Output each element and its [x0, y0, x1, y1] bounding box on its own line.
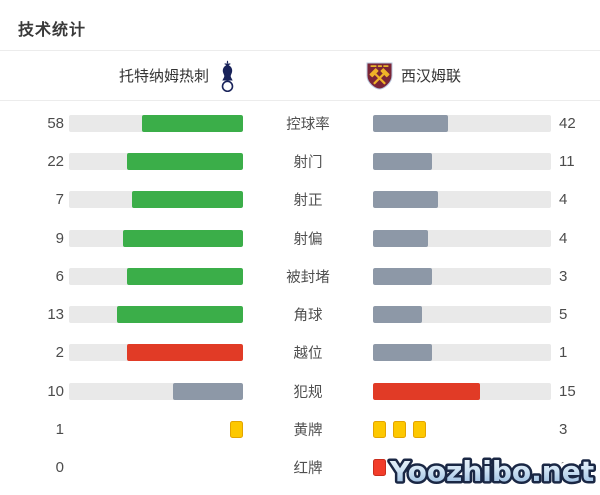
away-value: 5	[559, 306, 568, 324]
home-bar	[69, 191, 243, 209]
away-bar	[373, 114, 551, 132]
away-bar	[373, 459, 551, 477]
away-bar	[373, 306, 551, 324]
stat-label: 射正	[293, 193, 323, 210]
home-value: 10	[47, 382, 64, 400]
home-bar-fill	[132, 191, 243, 209]
yellow-card-icon	[413, 421, 426, 439]
away-bar-fill	[373, 267, 433, 285]
home-bar-fill	[142, 114, 243, 132]
home-bar-fill	[173, 382, 243, 400]
away-value: 42	[559, 114, 576, 132]
yellow-card-icon	[230, 421, 243, 439]
yellow-card-icon	[393, 421, 406, 439]
home-value: 22	[47, 152, 64, 170]
away-bar-fill	[373, 229, 428, 247]
away-team-badge-icon	[366, 62, 393, 90]
watermark-glow-text: Yoozhibo.net	[389, 455, 594, 488]
away-value: 15	[559, 382, 576, 400]
home-bar-fill	[127, 152, 243, 170]
stat-label: 红牌	[293, 461, 323, 478]
home-value: 2	[55, 344, 64, 362]
stat-label: 黄牌	[293, 423, 323, 440]
teams-header: 托特纳姆热刺	[0, 51, 600, 101]
page-title: 技术统计	[18, 22, 87, 39]
home-team-badge-icon	[221, 60, 234, 92]
stat-label: 控球率	[286, 116, 330, 133]
home-bar	[69, 152, 243, 170]
stat-row: 13 角球 5	[0, 295, 600, 333]
away-bar-fill	[373, 344, 433, 362]
away-bar-fill	[373, 114, 448, 132]
away-bar	[373, 421, 551, 439]
stat-row: 10 犯规 15	[0, 372, 600, 410]
stat-label: 射偏	[293, 231, 323, 248]
yellow-card-icon	[373, 421, 386, 439]
stat-label: 越位	[293, 346, 323, 363]
home-bar	[69, 421, 243, 439]
stat-row: 1 黄牌 3	[0, 410, 600, 448]
stat-label: 被封堵	[286, 269, 330, 286]
stat-row: 9 射偏 4	[0, 219, 600, 257]
stat-row: 58 控球率 42	[0, 104, 600, 142]
away-bar-fill	[373, 152, 433, 170]
away-value: 4	[559, 229, 568, 247]
stat-label: 角球	[293, 308, 323, 325]
away-bar	[373, 382, 551, 400]
home-value: 1	[55, 421, 64, 439]
away-bar	[373, 344, 551, 362]
away-value: 11	[559, 152, 575, 170]
away-bar	[373, 191, 551, 209]
home-value: 58	[47, 114, 64, 132]
home-bar-fill	[127, 267, 243, 285]
title-bar: 技术统计	[0, 0, 600, 51]
home-value: 13	[47, 306, 64, 324]
away-value: 3	[559, 267, 568, 285]
away-bar	[373, 152, 551, 170]
watermark-text: Yoozhibo.net	[389, 455, 594, 488]
away-bar	[373, 267, 551, 285]
stats-list: 58 控球率 42 22 射门 11 7 射正 4 9 射偏 4 6 被封堵 3 13 角球 5 2 越位 1 10 犯规 1…	[0, 101, 600, 487]
home-bar-fill	[122, 229, 243, 247]
home-bar	[69, 306, 243, 324]
away-value: 1	[559, 344, 568, 362]
stat-row: 7 射正 4	[0, 181, 600, 219]
away-value: 4	[559, 191, 568, 209]
stat-row: 0 红牌 1	[0, 449, 600, 487]
home-bar-fill	[117, 306, 243, 324]
watermark-logo: Yoozhibo.net Yoozhibo.net	[386, 450, 598, 494]
red-card-icon	[373, 459, 386, 477]
stat-label: 犯规	[293, 384, 323, 401]
away-bar-fill	[373, 191, 438, 209]
home-bar	[69, 267, 243, 285]
stat-row: 6 被封堵 3	[0, 257, 600, 295]
stat-label: 射门	[293, 154, 323, 171]
home-bar	[69, 114, 243, 132]
home-team-name: 托特纳姆热刺	[118, 68, 209, 85]
home-bar	[69, 344, 243, 362]
away-value: 3	[559, 421, 568, 439]
stat-row: 2 越位 1	[0, 334, 600, 372]
away-bar-fill	[373, 382, 480, 400]
home-bar	[69, 229, 243, 247]
home-bar	[69, 459, 243, 476]
home-value: 9	[55, 229, 64, 247]
away-team-name: 西汉姆联	[401, 68, 462, 85]
home-team-header: 托特纳姆热刺	[0, 51, 300, 100]
home-value: 6	[55, 267, 64, 285]
home-value: 7	[55, 191, 64, 209]
stat-row: 22 射门 11	[0, 142, 600, 180]
away-bar	[373, 229, 551, 247]
home-value: 0	[55, 459, 64, 477]
away-value: 1	[559, 459, 568, 477]
away-team-header: 西汉姆联	[300, 51, 600, 100]
home-bar	[69, 382, 243, 400]
home-bar-fill	[127, 344, 243, 362]
away-bar-fill	[373, 306, 423, 324]
